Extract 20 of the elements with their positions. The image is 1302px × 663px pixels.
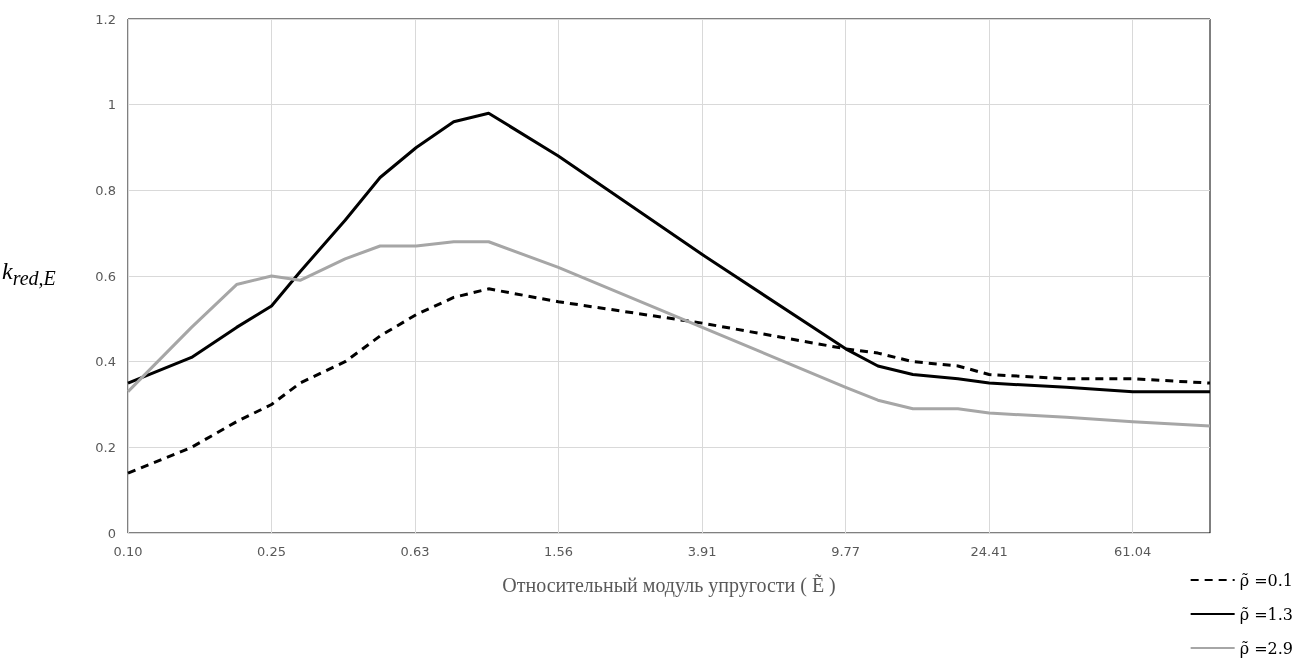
x-tick-label: 0.10: [113, 544, 143, 559]
x-tick-label: 61.04: [1114, 544, 1152, 559]
x-tick-label: 9.77: [831, 544, 861, 559]
y-tick-label: 0.6: [95, 268, 116, 284]
y-tick-label: 0.8: [95, 182, 116, 198]
x-tick-label: 0.25: [257, 544, 286, 559]
y-tick-label: 0: [107, 525, 116, 541]
y-tick-label: 1: [107, 97, 116, 113]
legend-label: ρ̃ =2.9: [1239, 638, 1293, 658]
x-tick-label: 1.56: [544, 544, 574, 559]
y-tick-label: 1.2: [95, 11, 116, 27]
x-tick-label: 0.63: [400, 544, 430, 559]
x-tick-label: 3.91: [687, 544, 717, 559]
y-tick-label: 0.4: [95, 354, 116, 370]
x-tick-label: 24.41: [970, 544, 1008, 559]
legend-label: ρ̃ =1.3: [1239, 604, 1293, 624]
y-tick-label: 0.2: [95, 439, 116, 455]
x-axis-title: Относительный модуль упругости ( Ẽ ): [502, 573, 836, 597]
y-axis-title: k$_{red,E}$: [2, 258, 56, 290]
legend-label: ρ̃ =0.1: [1239, 570, 1293, 590]
